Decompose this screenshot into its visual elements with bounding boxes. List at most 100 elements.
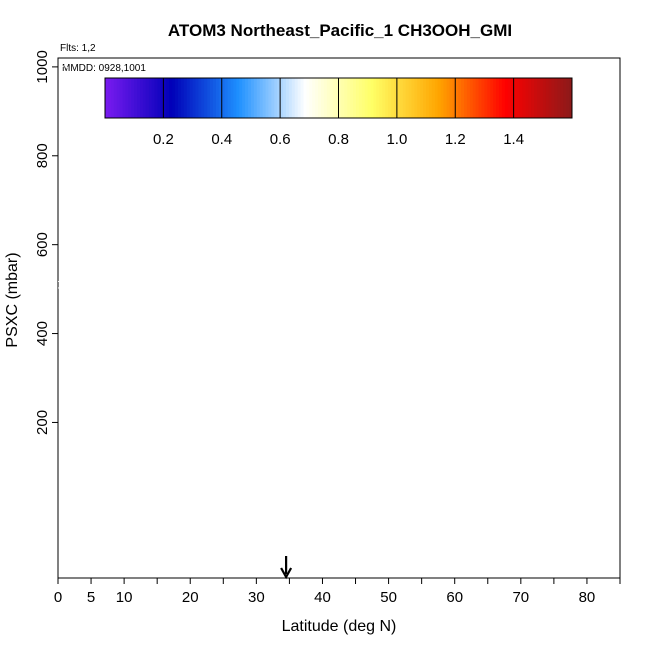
colorbar-swatch xyxy=(148,78,153,118)
colorbar-swatch xyxy=(294,78,299,118)
colorbar-swatch xyxy=(329,78,334,118)
colorbar-swatch xyxy=(493,78,497,118)
colorbar-swatch xyxy=(198,78,202,118)
colorbar-tick-label: 0.8 xyxy=(328,131,349,148)
colorbar-swatch xyxy=(475,78,480,118)
colorbar-swatch xyxy=(265,78,269,118)
sample-point xyxy=(318,385,327,393)
y-tick-label: 200 xyxy=(34,410,51,435)
colorbar-swatch xyxy=(417,78,421,118)
colorbar-swatch xyxy=(332,78,337,118)
colorbar-swatch xyxy=(253,78,258,118)
colorbar-swatch xyxy=(487,78,491,118)
colorbar-swatch xyxy=(186,78,191,118)
colorbar-swatch xyxy=(140,78,144,118)
colorbar-swatch xyxy=(180,78,185,118)
x-tick-label: 70 xyxy=(512,589,529,606)
colorbar-swatch xyxy=(428,78,433,118)
colorbar-swatch xyxy=(271,78,275,118)
colorbar: 0.2 0.4 0.6 0.8 1.0 1.2 1.4 xyxy=(104,77,573,148)
colorbar-swatch xyxy=(230,78,234,118)
colorbar-swatch xyxy=(288,78,293,118)
colorbar-swatch xyxy=(367,78,372,118)
colorbar-swatch xyxy=(542,78,547,118)
sample-point xyxy=(216,347,224,356)
colorbar-swatch xyxy=(528,78,532,118)
colorbar-swatch xyxy=(350,78,354,118)
plot-frame xyxy=(57,57,621,579)
colorbar-swatch xyxy=(326,78,331,118)
sample-point xyxy=(60,409,69,418)
sample-point xyxy=(526,300,535,309)
colorbar-swatch xyxy=(531,78,535,118)
colorbar-swatch xyxy=(245,78,249,118)
colorbar-swatch xyxy=(356,78,360,118)
colorbar-swatch xyxy=(440,78,445,118)
colorbar-swatch xyxy=(259,78,264,118)
colorbar-swatch xyxy=(125,78,129,118)
y-tick-label: 600 xyxy=(34,232,51,257)
sample-point xyxy=(87,329,95,338)
sample-point xyxy=(160,123,168,131)
colorbar-swatch xyxy=(405,78,410,118)
x-tick-label: 0 xyxy=(54,589,62,606)
colorbar-swatch xyxy=(536,78,541,118)
colorbar-swatch xyxy=(464,78,468,118)
x-tick-label: 30 xyxy=(248,589,265,606)
sample-point xyxy=(407,65,416,73)
colorbar-swatch xyxy=(221,78,226,118)
sample-point xyxy=(60,65,69,73)
colorbar-swatch xyxy=(157,78,161,118)
colorbar-swatch xyxy=(563,78,567,118)
colorbar-swatch xyxy=(183,78,188,118)
colorbar-swatch xyxy=(569,78,573,118)
colorbar-swatch xyxy=(172,78,176,118)
colorbar-swatch xyxy=(341,78,345,118)
colorbar-swatch xyxy=(169,78,173,118)
sample-point xyxy=(123,400,132,409)
sample-point xyxy=(510,406,518,414)
colorbar-swatch xyxy=(207,78,211,118)
colorbar-swatch xyxy=(201,78,205,118)
colorbar-swatch xyxy=(478,78,483,118)
y-axis: 200 400 600 800 1000 xyxy=(34,50,58,435)
colorbar-swatch xyxy=(522,78,526,118)
colorbar-swatch xyxy=(545,78,550,118)
colorbar-swatch xyxy=(122,78,126,118)
colorbar-swatch xyxy=(262,78,267,118)
colorbar-swatch xyxy=(189,78,194,118)
sample-point xyxy=(401,292,409,300)
colorbar-swatch xyxy=(376,78,380,118)
colorbar-swatch xyxy=(224,78,229,118)
colorbar-swatch xyxy=(525,78,529,118)
colorbar-swatch xyxy=(370,78,375,118)
colorbar-swatch xyxy=(212,78,217,118)
colorbar-swatch xyxy=(204,78,208,118)
colorbar-swatch xyxy=(142,78,147,118)
colorbar-swatch xyxy=(534,78,538,118)
x-tick-label: 5 xyxy=(87,589,95,606)
colorbar-swatch xyxy=(426,78,430,118)
colorbar-swatch xyxy=(501,78,506,118)
colorbar-swatch xyxy=(116,78,121,118)
colorbar-swatch xyxy=(303,78,307,118)
sample-point xyxy=(394,394,403,402)
colorbar-swatch xyxy=(218,78,223,118)
colorbar-swatch xyxy=(353,78,357,118)
sample-point xyxy=(206,389,214,398)
x-tick-label: 60 xyxy=(446,589,463,606)
colorbar-swatch xyxy=(105,78,109,118)
colorbar-swatch xyxy=(458,78,462,118)
colorbar-swatch xyxy=(113,78,118,118)
colorbar-swatch xyxy=(443,78,447,118)
colorbar-swatch xyxy=(233,78,237,118)
colorbar-swatch xyxy=(248,78,252,118)
colorbar-swatch xyxy=(461,78,465,118)
colorbar-swatch xyxy=(277,78,281,118)
colorbar-swatch xyxy=(566,78,570,118)
colorbar-swatch xyxy=(236,78,240,118)
colorbar-swatch xyxy=(210,78,214,118)
sample-point xyxy=(331,205,340,213)
colorbar-swatch xyxy=(554,78,558,118)
sample-point xyxy=(308,289,317,298)
